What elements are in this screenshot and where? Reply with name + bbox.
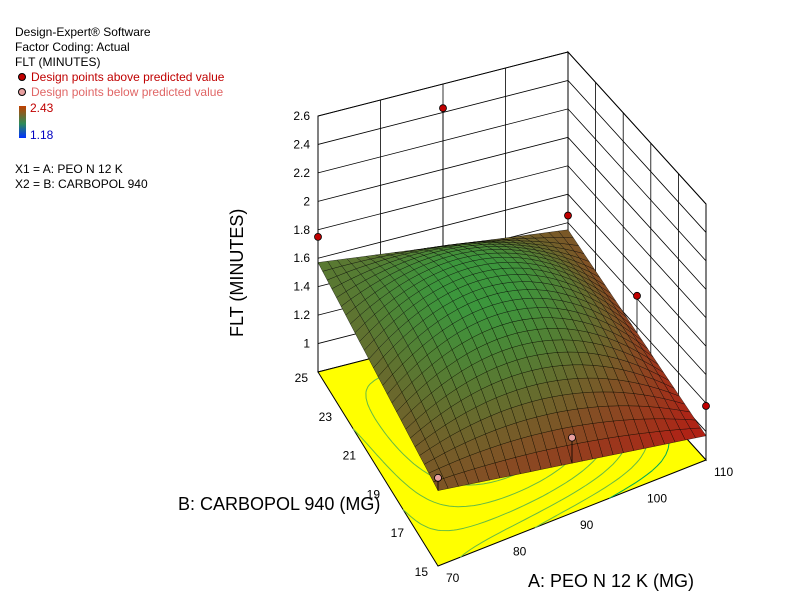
below-dot-icon xyxy=(18,88,26,97)
z-tick-label: 1 xyxy=(303,337,310,351)
y-axis-title: B: CARBOPOL 940 (MG) xyxy=(178,494,380,514)
above-dot-icon xyxy=(18,73,26,82)
legend-above: Design points above predicted value xyxy=(15,70,224,85)
x1-label: X1 = A: PEO N 12 K xyxy=(15,162,123,176)
legend: Design-Expert® Software Factor Coding: A… xyxy=(15,25,224,192)
design-point xyxy=(434,473,442,482)
colorbar-high-label: 2.43 xyxy=(30,101,54,115)
design-point xyxy=(633,291,641,300)
x2-label: X2 = B: CARBOPOL 940 xyxy=(15,177,148,191)
z-tick-label: 2.4 xyxy=(293,137,310,151)
x-tick-label: 110 xyxy=(714,465,733,479)
response-surface xyxy=(317,229,707,491)
design-point xyxy=(702,402,710,410)
colorbar-gradient xyxy=(19,106,26,138)
legend-above-label: Design points above predicted value xyxy=(31,70,225,84)
x-tick-label: 100 xyxy=(647,492,667,506)
x-tick-label: 70 xyxy=(446,571,460,585)
legend-below-label: Design points below predicted value xyxy=(31,85,224,99)
z-tick-label: 2 xyxy=(303,194,310,208)
software-label: Design-Expert® Software xyxy=(15,25,151,39)
z-axis-title: FLT (MINUTES) xyxy=(227,209,247,337)
response-label: FLT (MINUTES) xyxy=(15,55,101,69)
y-tick-label: 15 xyxy=(415,565,429,579)
colorbar-low-label: 1.18 xyxy=(30,128,54,142)
design-point xyxy=(439,104,447,113)
axis-ticks: 1 1.2 1.4 1.6 1.8 2 2.2 2.4 2.6 70 80 90 100 110 15 17 1… xyxy=(293,109,733,585)
x-tick-label: 80 xyxy=(513,545,527,559)
design-point xyxy=(568,433,576,442)
y-tick-label: 23 xyxy=(319,410,333,424)
coding-label: Factor Coding: Actual xyxy=(15,40,130,54)
design-points xyxy=(314,104,710,491)
z-tick-label: 1.8 xyxy=(293,223,310,237)
y-tick-label: 21 xyxy=(343,449,357,463)
colorbar-legend: 2.43 1.18 xyxy=(15,101,224,142)
z-tick-label: 1.6 xyxy=(293,251,310,265)
design-point xyxy=(314,232,322,241)
z-tick-label: 1.2 xyxy=(293,308,310,322)
x-axis-title: A: PEO N 12 K (MG) xyxy=(528,571,694,591)
legend-below: Design points below predicted value xyxy=(15,85,224,100)
z-tick-label: 2.6 xyxy=(293,109,310,123)
y-tick-label: 19 xyxy=(367,487,381,501)
y-tick-label: 25 xyxy=(295,371,309,385)
y-tick-label: 17 xyxy=(391,526,405,540)
surface-cell xyxy=(558,229,574,238)
z-tick-label: 2.2 xyxy=(293,166,310,180)
x-tick-label: 90 xyxy=(580,518,594,532)
z-tick-label: 1.4 xyxy=(293,280,310,294)
design-point xyxy=(564,211,572,220)
